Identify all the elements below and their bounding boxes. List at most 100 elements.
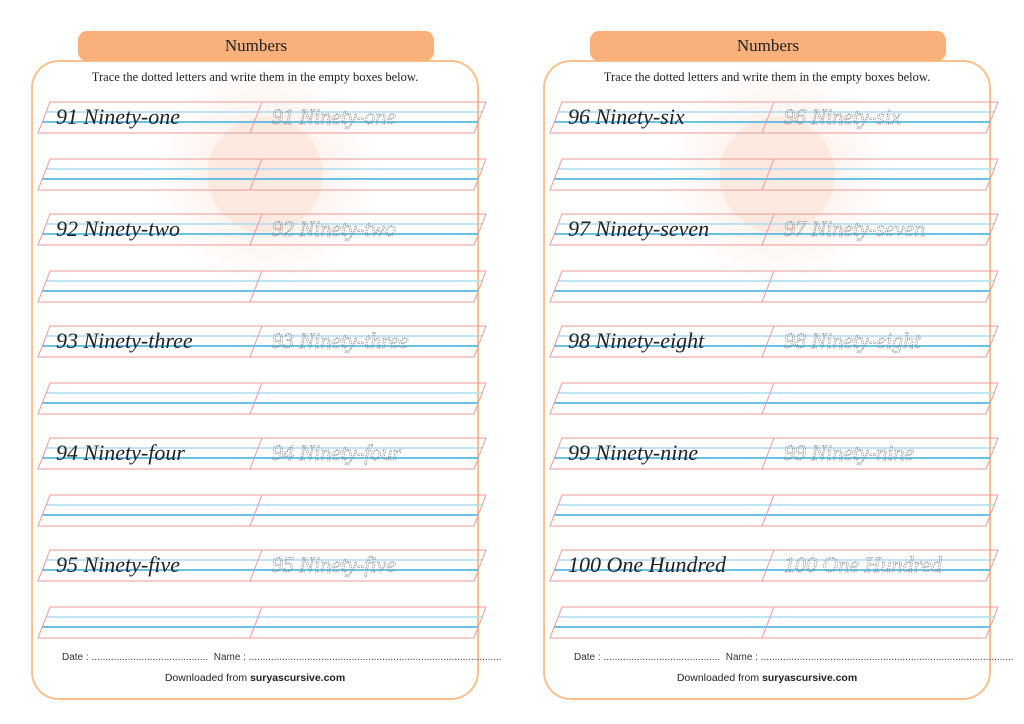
dotted-trace-word: 96 Ninety-six [784,104,901,129]
dotted-trace-word: 93 Ninety-three [272,328,409,353]
model-word: 91 Ninety-one [56,104,180,129]
row-divider [249,382,263,415]
empty-write-row[interactable] [37,158,487,191]
row-border [549,270,999,303]
row-border [549,325,999,358]
row-divider [249,437,263,470]
row-divider [761,382,775,415]
row-border [37,437,487,470]
model-word: 97 Ninety-seven [568,216,709,241]
name-field[interactable]: Name : .................................… [213,652,502,663]
site-link[interactable]: suryascursive.com [762,672,858,684]
sun-watermark [662,60,892,290]
sun-watermark [150,60,380,290]
row-divider [761,101,775,134]
model-word: 96 Ninety-six [568,104,685,129]
row-border [37,270,487,303]
trace-row[interactable]: 92 Ninety-two 92 Ninety-two [37,213,487,246]
empty-write-row[interactable] [37,382,487,415]
download-prefix: Downloaded from [164,672,251,684]
row-border [549,213,999,246]
trace-row[interactable]: 100 One Hundred 100 One Hundred [549,549,999,582]
model-word: 92 Ninety-two [56,216,180,241]
empty-write-row[interactable] [549,270,999,303]
row-divider [249,325,263,358]
row-divider [249,101,263,134]
download-prefix: Downloaded from [676,672,763,684]
date-field[interactable]: Date : .................................… [574,652,721,663]
trace-row[interactable]: 93 Ninety-three 93 Ninety-three [37,325,487,358]
empty-write-row[interactable] [549,606,999,639]
empty-write-row[interactable] [37,270,487,303]
trace-row[interactable]: 96 Ninety-six 96 Ninety-six [549,101,999,134]
row-border [37,494,487,527]
row-divider [249,549,263,582]
row-border [37,549,487,582]
trace-row[interactable]: 98 Ninety-eight 98 Ninety-eight [549,325,999,358]
model-word: 95 Ninety-five [56,552,180,577]
row-divider [249,270,263,303]
dotted-trace-word: 98 Ninety-eight [784,328,921,353]
empty-write-row[interactable] [37,606,487,639]
row-divider [761,325,775,358]
row-border [37,101,487,134]
date-field[interactable]: Date : .................................… [62,652,209,663]
name-field[interactable]: Name : .................................… [725,652,1014,663]
row-border [37,213,487,246]
row-border [37,606,487,639]
trace-row[interactable]: 97 Ninety-seven 97 Ninety-seven [549,213,999,246]
trace-row[interactable]: 91 Ninety-one 91 Ninety-one [37,101,487,134]
worksheet-page-right: Numbers Trace the dotted letters and wri… [512,0,1024,724]
worksheet-page-left: Numbers Trace the dotted letters and wri… [31,31,502,700]
page-title: Numbers [78,31,434,61]
row-border [549,494,999,527]
row-border [37,382,487,415]
row-divider [761,494,775,527]
row-border [549,606,999,639]
row-divider [249,494,263,527]
row-divider [761,158,775,191]
model-word: 94 Ninety-four [56,440,185,465]
dotted-trace-word: 94 Ninety-four [272,440,401,465]
empty-write-row[interactable] [549,158,999,191]
trace-row[interactable]: 94 Ninety-four 94 Ninety-four [37,437,487,470]
model-word: 93 Ninety-three [56,328,193,353]
dotted-trace-word: 99 Ninety-nine [784,440,914,465]
model-word: 100 One Hundred [568,552,727,577]
row-border [37,325,487,358]
date-name-line: Date : .................................… [62,652,502,663]
row-divider [249,213,263,246]
row-border [549,549,999,582]
row-divider [761,437,775,470]
row-border [549,158,999,191]
dotted-trace-word: 97 Ninety-seven [784,216,925,241]
row-divider [761,606,775,639]
row-divider [761,549,775,582]
row-divider [761,213,775,246]
download-credit: Downloaded from suryascursive.com [543,672,991,684]
empty-write-row[interactable] [549,494,999,527]
writing-rows: 96 Ninety-six 96 Ninety-six 97 Ninety-seve… [549,101,999,639]
model-word: 99 Ninety-nine [568,440,698,465]
row-divider [249,606,263,639]
row-border [549,382,999,415]
trace-row[interactable]: 99 Ninety-nine 99 Ninety-nine [549,437,999,470]
row-border [37,158,487,191]
trace-row[interactable]: 95 Ninety-five 95 Ninety-five [37,549,487,582]
dotted-trace-word: 100 One Hundred [784,552,943,577]
empty-write-row[interactable] [549,382,999,415]
dotted-trace-word: 92 Ninety-two [272,216,396,241]
row-divider [761,270,775,303]
row-divider [249,158,263,191]
date-name-line: Date : .................................… [574,652,1014,663]
instruction-text: Trace the dotted letters and write them … [91,70,419,84]
model-word: 98 Ninety-eight [568,328,705,353]
row-border [549,101,999,134]
site-link[interactable]: suryascursive.com [250,672,346,684]
dotted-trace-word: 91 Ninety-one [272,104,396,129]
page-title: Numbers [590,31,946,61]
empty-write-row[interactable] [37,494,487,527]
dotted-trace-word: 95 Ninety-five [272,552,396,577]
row-border [549,437,999,470]
